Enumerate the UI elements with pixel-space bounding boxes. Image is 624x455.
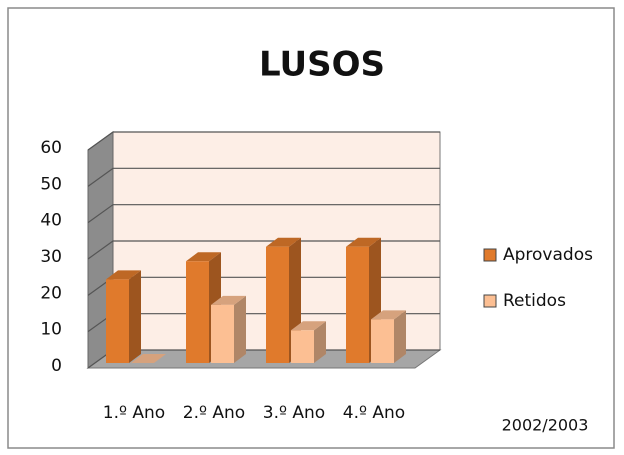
chart-title: LUSOS — [259, 45, 385, 85]
bar-top — [186, 252, 221, 262]
bar-top — [106, 270, 141, 280]
bar-top — [211, 295, 246, 305]
bar-top — [291, 321, 326, 331]
y-tick-label: 40 — [40, 211, 62, 231]
bar — [291, 330, 314, 363]
grid-line — [87, 240, 440, 260]
bar-top — [346, 237, 381, 247]
x-tick-label: 4.º Ano — [343, 403, 405, 423]
bar — [186, 261, 209, 363]
bar-side — [129, 270, 141, 363]
bar — [106, 279, 129, 363]
legend-label: Retidos — [503, 291, 566, 311]
y-tick-label: 0 — [51, 356, 62, 376]
legend-swatch — [483, 248, 497, 262]
annotation: 2002/2003 — [502, 416, 589, 435]
y-tick-label: 10 — [40, 320, 62, 340]
legend-swatch — [483, 294, 497, 308]
bar-top — [371, 310, 406, 320]
y-tick-label: 60 — [40, 138, 62, 158]
bar-top — [131, 354, 166, 363]
bar — [346, 246, 369, 363]
bar-side — [394, 310, 406, 363]
bar — [211, 304, 234, 363]
legend-label: Aprovados — [503, 245, 593, 265]
grid-line — [87, 167, 440, 187]
grid-line — [87, 131, 440, 151]
y-tick-label: 20 — [40, 283, 62, 303]
x-tick-label: 3.º Ano — [263, 403, 325, 423]
y-tick-label: 30 — [40, 247, 62, 267]
bar — [266, 246, 289, 363]
y-tick-label: 50 — [40, 174, 62, 194]
x-tick-label: 2.º Ano — [183, 403, 245, 423]
bar-top — [266, 237, 301, 247]
bar-side — [234, 295, 246, 363]
x-tick-label: 1.º Ano — [103, 403, 165, 423]
bar-side — [314, 321, 326, 363]
bar — [371, 319, 394, 363]
grid-line — [87, 204, 440, 224]
